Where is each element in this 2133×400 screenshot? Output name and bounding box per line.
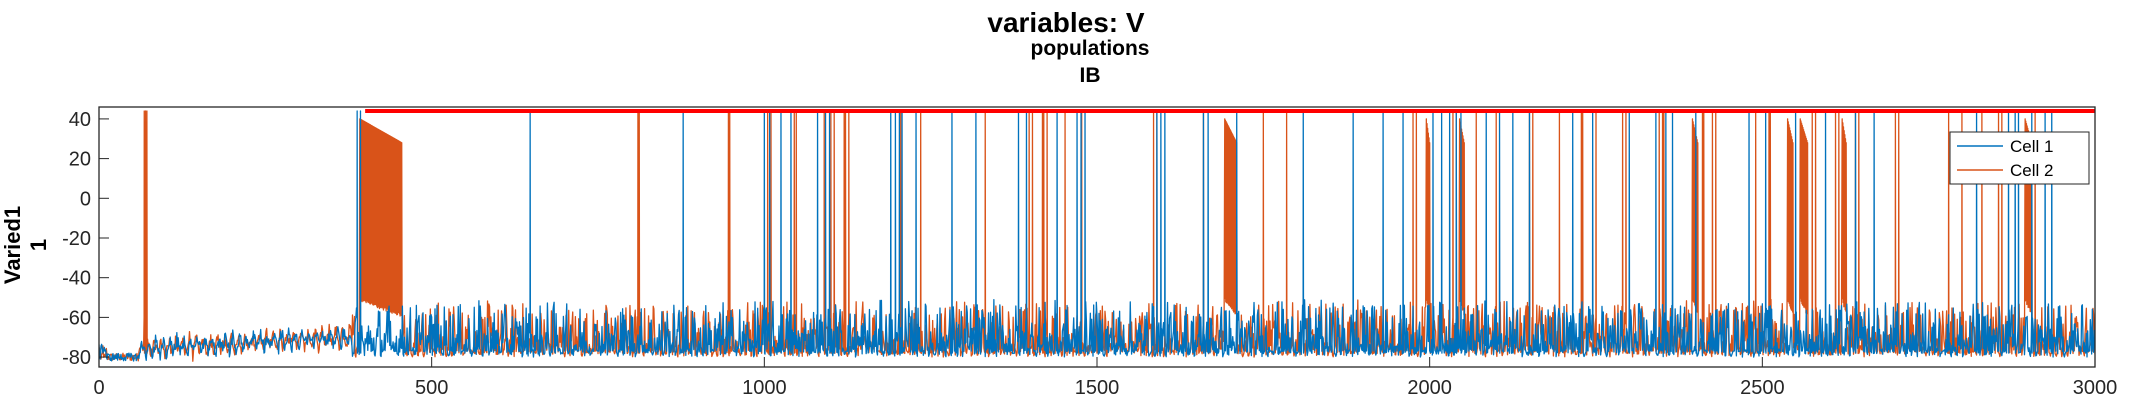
y-tick-label-3: -20 <box>62 228 91 250</box>
y-tick-label-4: -40 <box>62 268 91 290</box>
legend-label-cell-2: Cell 2 <box>2010 161 2053 180</box>
y-axis: 40 20 0 -20 -40 -60 -80 <box>62 109 109 369</box>
chart-title: variables: V <box>987 7 1145 38</box>
x-tick-label-6: 3000 <box>2073 377 2118 399</box>
legend-box <box>1949 131 2090 185</box>
series-layer <box>99 110 2095 362</box>
x-tick-label-1: 500 <box>415 377 448 399</box>
series-line-cell-1 <box>99 110 2095 362</box>
x-tick-label-2: 1000 <box>742 377 787 399</box>
chart-subtitle-line-1: populations <box>1031 37 1150 60</box>
y-tick-label-6: -80 <box>62 347 91 369</box>
x-axis: 0 500 1000 1500 2000 2500 3000 <box>93 357 2117 399</box>
y-axis-label-line-1: Varied1 <box>0 206 25 284</box>
y-tick-label-1: 20 <box>69 149 91 171</box>
y-tick-label-2: 0 <box>80 188 91 210</box>
y-tick-label-5: -60 <box>62 307 91 329</box>
x-tick-label-4: 2000 <box>1407 377 1452 399</box>
legend-label-cell-1: Cell 1 <box>2010 137 2053 156</box>
chart-subtitle-line-2: IB <box>1080 64 1101 87</box>
y-axis-label-group: Varied1 1 <box>0 206 51 284</box>
y-axis-label-line-2: 1 <box>26 239 51 251</box>
y-tick-label-0: 40 <box>69 109 91 131</box>
legend: Cell 1 Cell 2 <box>1949 131 2090 185</box>
x-tick-label-5: 2500 <box>1740 377 1785 399</box>
x-tick-label-0: 0 <box>93 377 104 399</box>
x-tick-label-3: 1500 <box>1075 377 1120 399</box>
